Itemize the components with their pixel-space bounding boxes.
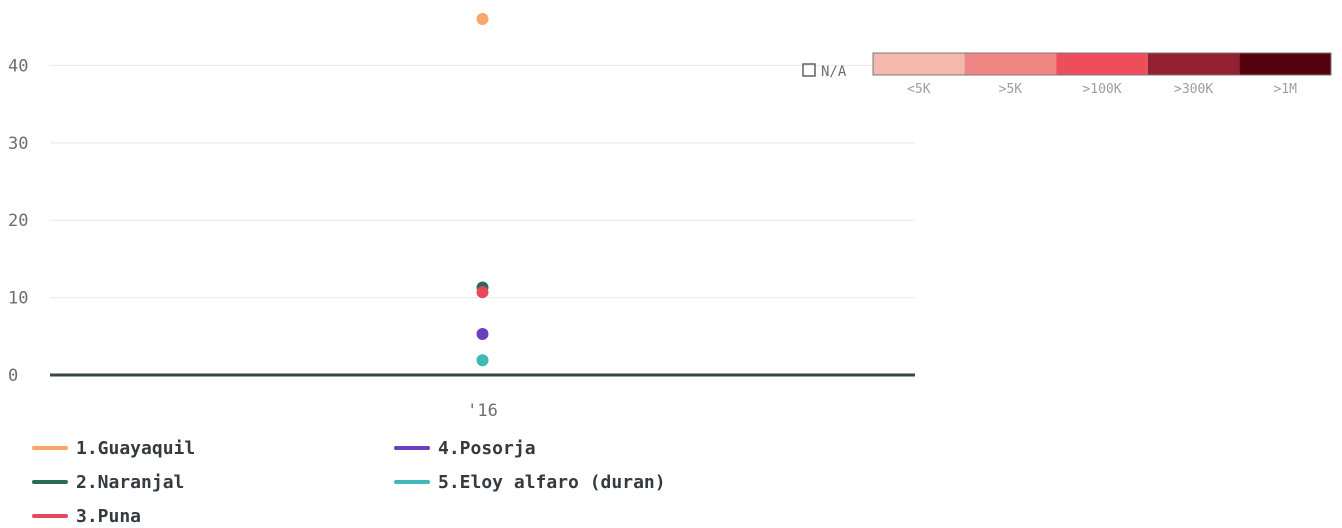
legend-label: 5.Eloy alfaro (duran): [438, 471, 666, 493]
legend-label: 4.Posorja: [438, 437, 536, 459]
color-scale-legend: N/A <5K >5K >100K >300K >1M: [802, 52, 1332, 97]
legend-swatch: [394, 446, 430, 450]
legend-swatch: [394, 480, 430, 484]
color-scale-label: >300K: [1174, 82, 1213, 97]
color-scale-bin: [1147, 53, 1240, 75]
legend-swatch: [32, 480, 68, 484]
color-scale-label: >5K: [999, 82, 1023, 97]
scatter-chart: 0 10 20 30 40 '16 N/A <5K >5K >100K >300K >1M: [8, 13, 1332, 421]
data-point[interactable]: [476, 286, 489, 299]
y-axis-ticks: 0 10 20 30 40: [8, 56, 28, 386]
legend-label: 3.Puna: [76, 505, 142, 527]
legend-item[interactable]: 3.Puna: [32, 504, 141, 528]
gridlines: [50, 64, 915, 377]
y-tick-label: 0: [8, 366, 18, 386]
color-scale-border: [872, 52, 1332, 76]
data-point[interactable]: [476, 13, 489, 25]
legend-label: 1.Guayaquil: [76, 437, 196, 459]
y-tick-label: 40: [8, 56, 28, 76]
legend-item[interactable]: 1.Guayaquil: [32, 436, 195, 460]
data-points: [476, 13, 489, 367]
color-scale-bin: [1239, 53, 1331, 75]
x-tick-label: '16: [467, 401, 498, 421]
x-axis-ticks: '16: [467, 401, 498, 421]
na-label: N/A: [821, 64, 847, 80]
data-point[interactable]: [476, 327, 489, 340]
legend-item[interactable]: 5.Eloy alfaro (duran): [394, 470, 666, 494]
color-scale-bin: [873, 53, 965, 75]
y-tick-label: 10: [8, 289, 28, 309]
color-scale-label: <5K: [907, 82, 931, 97]
color-scale-bin: [964, 53, 1057, 75]
y-tick-label: 30: [8, 134, 28, 154]
color-scale-label: >100K: [1082, 82, 1121, 97]
data-point[interactable]: [476, 354, 489, 367]
y-tick-label: 20: [8, 211, 28, 231]
legend-item[interactable]: 4.Posorja: [394, 436, 536, 460]
legend-swatch: [32, 514, 68, 518]
legend-label: 2.Naranjal: [76, 471, 185, 493]
legend-swatch: [32, 446, 68, 450]
na-swatch: [802, 63, 816, 77]
legend-item[interactable]: 2.Naranjal: [32, 470, 184, 494]
color-scale-label: >1M: [1273, 82, 1297, 97]
color-scale-bin: [1056, 53, 1148, 75]
